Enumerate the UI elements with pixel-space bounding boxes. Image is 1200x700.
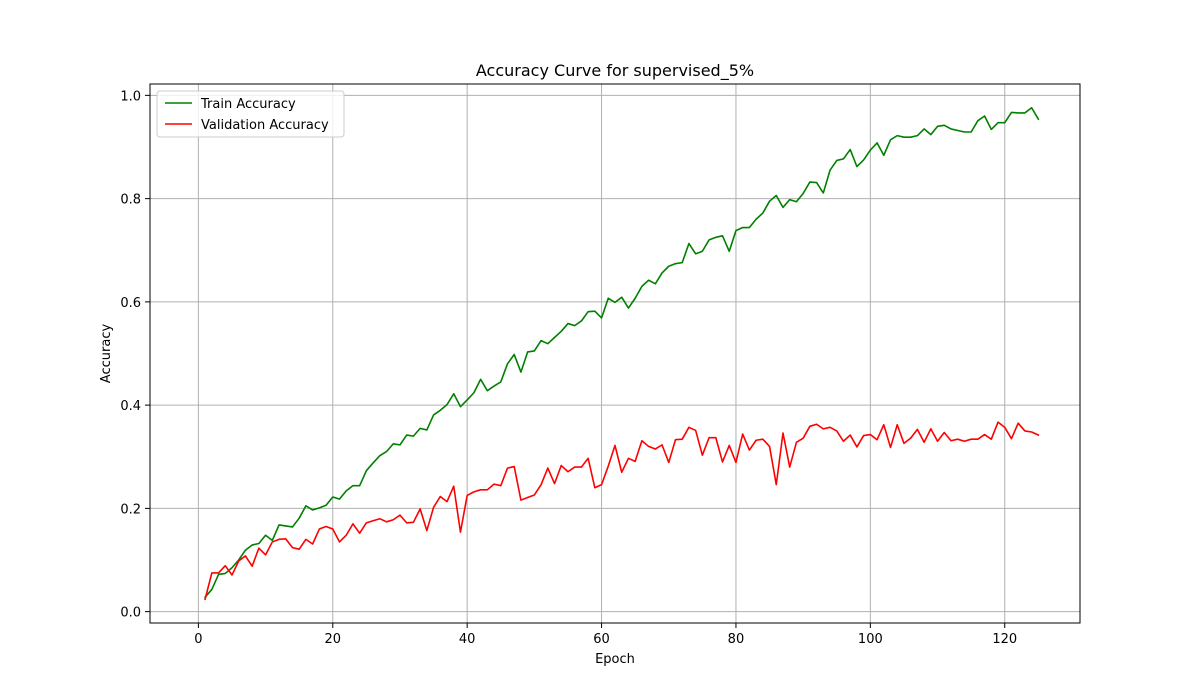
series-line-validation-accuracy <box>204 421 1040 601</box>
x-tick-label: 100 <box>858 632 883 647</box>
y-axis-label: Accuracy <box>99 324 114 384</box>
y-tick-label: 0.2 <box>120 502 141 517</box>
x-tick-label: 20 <box>325 632 342 647</box>
y-tick-label: 0.8 <box>120 193 141 208</box>
y-tick-label: 0.0 <box>120 606 141 621</box>
chart-legend: Train Accuracy Validation Accuracy <box>156 90 345 138</box>
plot-area-frame <box>149 83 1081 624</box>
x-axis-label: Epoch <box>595 652 635 667</box>
legend-label-validation-accuracy: Validation Accuracy <box>201 118 329 133</box>
legend-box <box>156 90 345 138</box>
x-tick-label: 80 <box>728 632 745 647</box>
x-tick-label: 120 <box>992 632 1017 647</box>
series-lines <box>203 106 1040 601</box>
y-tick-label: 1.0 <box>120 89 141 104</box>
series-line-train-accuracy <box>203 106 1040 599</box>
axis-ticks: 0 20 40 60 80 100 120 0.0 0.2 0.4 0.6 0.8 1.0 <box>120 89 1017 647</box>
x-tick-label: 60 <box>593 632 610 647</box>
y-tick-label: 0.6 <box>120 296 141 311</box>
legend-label-train-accuracy: Train Accuracy <box>200 97 296 112</box>
chart-title: Accuracy Curve for supervised_5% <box>476 61 754 81</box>
y-tick-label: 0.4 <box>120 399 141 414</box>
x-tick-label: 0 <box>194 632 202 647</box>
x-tick-label: 40 <box>459 632 476 647</box>
